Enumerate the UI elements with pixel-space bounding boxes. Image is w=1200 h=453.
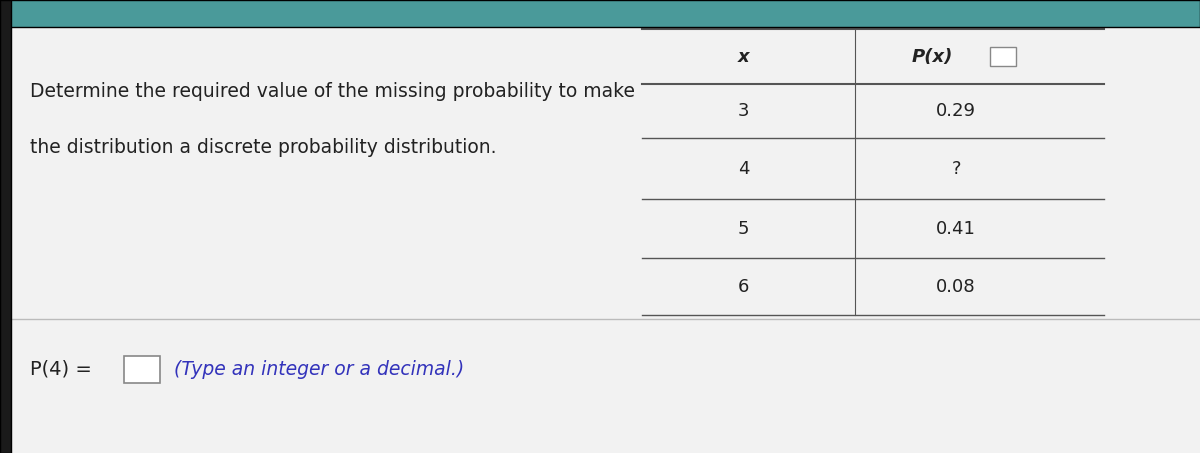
Text: 6: 6: [738, 278, 749, 295]
Text: 3: 3: [738, 102, 749, 120]
Text: 0.41: 0.41: [936, 220, 976, 238]
FancyBboxPatch shape: [0, 0, 1200, 27]
Text: P(x): P(x): [912, 48, 953, 66]
Text: 0.08: 0.08: [936, 278, 976, 295]
FancyBboxPatch shape: [124, 356, 160, 383]
Text: P(4) =: P(4) =: [30, 360, 92, 379]
Text: the distribution a discrete probability distribution.: the distribution a discrete probability …: [30, 138, 497, 157]
Text: 4: 4: [738, 160, 749, 178]
Text: 0.29: 0.29: [936, 102, 976, 120]
Text: (Type an integer or a decimal.): (Type an integer or a decimal.): [174, 360, 464, 379]
Text: 5: 5: [738, 220, 749, 238]
Text: x: x: [738, 48, 750, 66]
FancyBboxPatch shape: [0, 0, 11, 453]
FancyBboxPatch shape: [990, 47, 1016, 66]
Text: Determine the required value of the missing probability to make: Determine the required value of the miss…: [30, 82, 635, 101]
Text: ?: ?: [952, 160, 961, 178]
